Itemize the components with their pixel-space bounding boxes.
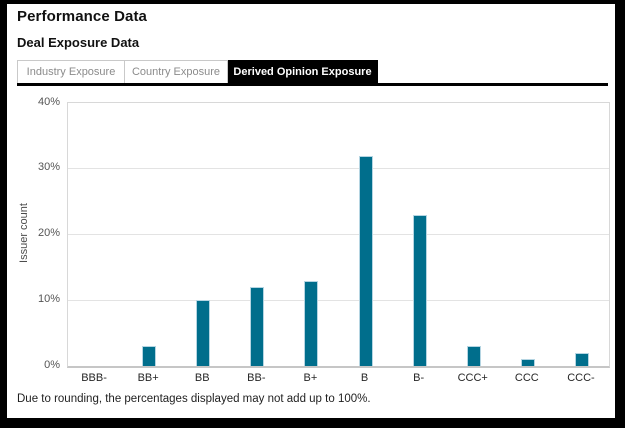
- plot-area: [67, 102, 610, 368]
- chart-bar-B-[interactable]: [412, 214, 427, 366]
- x-tick-label: B-: [413, 372, 425, 384]
- y-tick-label: 0%: [44, 358, 60, 371]
- rounding-footnote: Due to rounding, the percentages display…: [17, 393, 371, 405]
- gridline: [68, 299, 609, 301]
- x-tick-label: B: [360, 372, 369, 384]
- tab-derived-opinion-exposure[interactable]: Derived Opinion Exposure: [228, 60, 378, 83]
- x-tick-label: BB: [194, 372, 210, 384]
- chart-bar-CCC[interactable]: [520, 359, 535, 366]
- gridline: [68, 168, 609, 170]
- x-tick-label: CCC-: [567, 372, 595, 384]
- report-content: Performance Data Deal Exposure Data Indu…: [7, 4, 615, 418]
- x-tick-label: CCC+: [457, 372, 488, 384]
- y-tick-label: 20%: [37, 227, 60, 239]
- section-title: Deal Exposure Data: [17, 35, 140, 50]
- chart-bar-CCC-[interactable]: [574, 352, 589, 366]
- x-tick-label: BBB-: [81, 372, 107, 384]
- tab-industry-exposure[interactable]: Industry Exposure: [17, 60, 125, 83]
- tab-country-exposure[interactable]: Country Exposure: [125, 60, 228, 83]
- chart: Issuer count 0% 10% 20% 30% 40% BBB- BB+ BB BB- B…: [7, 4, 615, 418]
- exposure-tabs: Industry Exposure Country Exposure Deriv…: [17, 60, 608, 86]
- x-tick-label: CCC: [514, 372, 539, 384]
- chart-bar-CCC+[interactable]: [466, 346, 481, 366]
- page-title: Performance Data: [17, 8, 147, 25]
- x-tick-label: BB+: [137, 372, 159, 384]
- chart-bar-B[interactable]: [358, 155, 373, 366]
- chart-bar-B+[interactable]: [304, 280, 319, 366]
- y-tick-label: 30%: [37, 161, 60, 174]
- chart-bar-BB+[interactable]: [142, 346, 157, 366]
- x-tick-label: BB-: [247, 372, 266, 384]
- y-tick-label: 40%: [37, 95, 60, 108]
- gridline: [68, 234, 609, 235]
- chart-bar-BB[interactable]: [196, 300, 211, 366]
- x-tick-label: B+: [303, 372, 318, 384]
- y-tick-label: 10%: [37, 292, 60, 305]
- chart-bar-BB-[interactable]: [250, 287, 265, 366]
